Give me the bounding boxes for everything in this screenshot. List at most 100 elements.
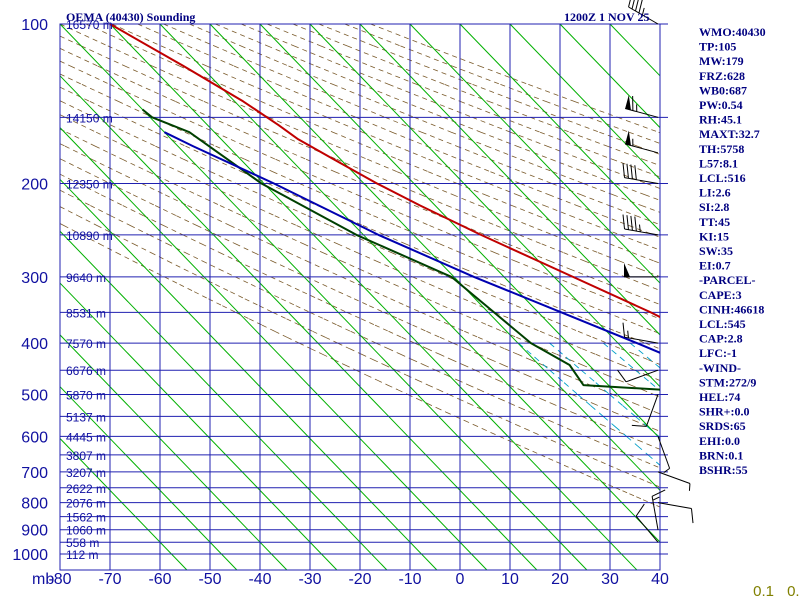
series-parcel xyxy=(163,131,660,354)
index-value: TH:5758 xyxy=(699,142,744,156)
index-value: LCL:545 xyxy=(699,317,746,331)
index-panel: WMO:40430TP:105MW:179FRZ:628WB0:687PW:0.… xyxy=(699,25,766,477)
index-value: MAXT:32.7 xyxy=(699,127,760,141)
index-value: SRDS:65 xyxy=(699,419,746,433)
wind-barb xyxy=(657,436,671,474)
height-label: 12350 m xyxy=(66,178,113,192)
height-label: 1562 m xyxy=(66,511,106,525)
height-label: 3207 m xyxy=(66,466,106,480)
index-value: SHR+:0.0 xyxy=(699,405,750,419)
index-value: WMO:40430 xyxy=(699,25,766,39)
dry-adiabat xyxy=(137,23,661,238)
wind-barb xyxy=(651,489,666,530)
pressure-tick-label: 500 xyxy=(21,387,48,404)
isotherm xyxy=(59,438,188,571)
dry-adiabat xyxy=(59,206,661,488)
plot-frame xyxy=(59,23,661,571)
index-value: HEL:74 xyxy=(699,390,740,404)
temp-tick-label: 20 xyxy=(551,571,569,588)
dry-adiabat xyxy=(59,189,661,469)
height-label: 10890 m xyxy=(66,229,113,243)
index-value: -WIND- xyxy=(699,361,741,375)
mixing-ratio-label: 0.2 xyxy=(787,583,800,600)
temp-tick-label: 40 xyxy=(651,571,669,588)
mixing-ratio-line xyxy=(518,342,661,466)
isotherm xyxy=(59,230,388,571)
dry-adiabat xyxy=(59,158,661,432)
mixing-ratio-label: 0.1 xyxy=(753,583,774,600)
height-label: 4445 m xyxy=(66,430,106,444)
dry-adiabat xyxy=(163,23,661,226)
wind-barb xyxy=(625,130,659,154)
index-value: CINH:46618 xyxy=(699,302,764,316)
wind-barb xyxy=(624,262,658,278)
temp-tick-label: -80 xyxy=(48,571,71,588)
grid-lines xyxy=(59,23,668,571)
index-value: RH:45.1 xyxy=(699,113,742,127)
temp-tick-label: -10 xyxy=(398,571,421,588)
height-label: 5870 m xyxy=(66,388,106,402)
index-value: LI:2.6 xyxy=(699,186,731,200)
temp-tick-label: -70 xyxy=(98,571,121,588)
dry-adiabat xyxy=(59,35,661,291)
isotherm xyxy=(59,127,488,571)
pressure-tick-label: 700 xyxy=(21,465,48,482)
index-value: -PARCEL- xyxy=(699,273,755,287)
index-value: LFC:-1 xyxy=(699,346,737,360)
index-value: CAP:2.8 xyxy=(699,332,743,346)
dry-adiabat xyxy=(59,73,661,335)
mixing-ratio-line xyxy=(629,342,661,369)
wind-barb xyxy=(657,502,694,524)
wind-barbs xyxy=(617,0,694,543)
index-value: MW:179 xyxy=(699,54,744,68)
wind-barb xyxy=(631,394,659,427)
index-value: TP:105 xyxy=(699,40,736,54)
isotherm xyxy=(59,282,338,571)
height-label: 8531 m xyxy=(66,306,106,320)
height-label: 7570 m xyxy=(66,337,106,351)
pressure-tick-label: 200 xyxy=(21,177,48,194)
dry-adiabat xyxy=(266,23,661,178)
pressure-tick-label: 1000 xyxy=(12,547,48,564)
pressure-tick-label: 800 xyxy=(21,496,48,513)
dry-adiabat xyxy=(370,23,661,134)
station-title: OEMA (40430) Sounding xyxy=(66,10,195,24)
isotherm xyxy=(209,23,661,491)
index-value: LCL:516 xyxy=(699,171,746,185)
isotherm xyxy=(309,23,661,388)
height-label: 5137 m xyxy=(66,410,106,424)
index-value: KI:15 xyxy=(699,229,729,243)
wind-barb xyxy=(622,322,659,344)
dry-adiabat xyxy=(111,23,661,251)
pressure-unit-label: mb xyxy=(32,571,54,588)
temp-tick-label: 10 xyxy=(501,571,519,588)
index-value: EI:0.7 xyxy=(699,259,731,273)
pressure-tick-label: 300 xyxy=(21,270,48,287)
wind-barb xyxy=(628,0,659,25)
index-value: FRZ:628 xyxy=(699,69,745,83)
index-value: WB0:687 xyxy=(699,83,747,97)
wind-barb xyxy=(635,503,659,543)
temp-tick-label: 30 xyxy=(601,571,619,588)
wind-barb xyxy=(625,95,659,118)
height-label: 3807 m xyxy=(66,449,106,463)
isotherm xyxy=(59,334,288,571)
index-value: L57:8.1 xyxy=(699,156,738,170)
index-value: EHI:0.0 xyxy=(699,434,740,448)
height-label: 2076 m xyxy=(66,497,106,511)
height-label: 112 m xyxy=(66,548,98,562)
pressure-tick-label: 400 xyxy=(21,336,48,353)
height-label: 558 m xyxy=(66,536,99,550)
dry-adiabat xyxy=(59,143,661,415)
height-label: 2622 m xyxy=(66,482,106,496)
index-value: PW:0.54 xyxy=(699,98,743,112)
index-value: SI:2.8 xyxy=(699,200,729,214)
dry-adiabat xyxy=(344,23,661,144)
isotherm xyxy=(509,23,661,180)
wind-barb xyxy=(622,214,659,236)
index-value: BSHR:55 xyxy=(699,463,748,477)
index-value: CAPE:3 xyxy=(699,288,742,302)
temp-tick-label: 0 xyxy=(456,571,465,588)
wind-barb xyxy=(622,163,659,185)
dry-adiabat xyxy=(189,23,661,213)
